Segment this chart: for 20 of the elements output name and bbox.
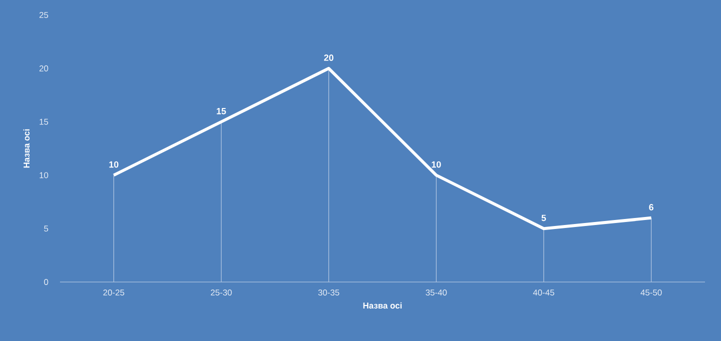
x-axis-title: Назва осі <box>363 302 402 309</box>
y-tick-label: 5 <box>44 226 48 232</box>
data-label: 5 <box>542 214 546 222</box>
y-tick-label: 0 <box>44 279 48 285</box>
x-tick-label: 25-30 <box>210 290 232 296</box>
x-tick-label: 20-25 <box>103 290 124 296</box>
data-label: 6 <box>649 204 654 210</box>
x-tick-label: 45-50 <box>640 290 662 296</box>
y-tick-label: 25 <box>39 12 48 18</box>
y-axis-title: Назва осі <box>23 129 30 168</box>
y-tick-label: 20 <box>39 65 48 72</box>
x-tick-label: 30-35 <box>318 290 340 296</box>
data-label: 10 <box>109 161 118 168</box>
data-label: 15 <box>216 108 226 114</box>
data-label: 20 <box>324 54 334 61</box>
x-tick-label: 40-45 <box>533 290 554 296</box>
x-tick-label: 35-40 <box>426 290 447 296</box>
y-tick-label: 10 <box>40 172 48 178</box>
y-tick-label: 15 <box>40 118 48 125</box>
data-label: 10 <box>432 161 441 168</box>
